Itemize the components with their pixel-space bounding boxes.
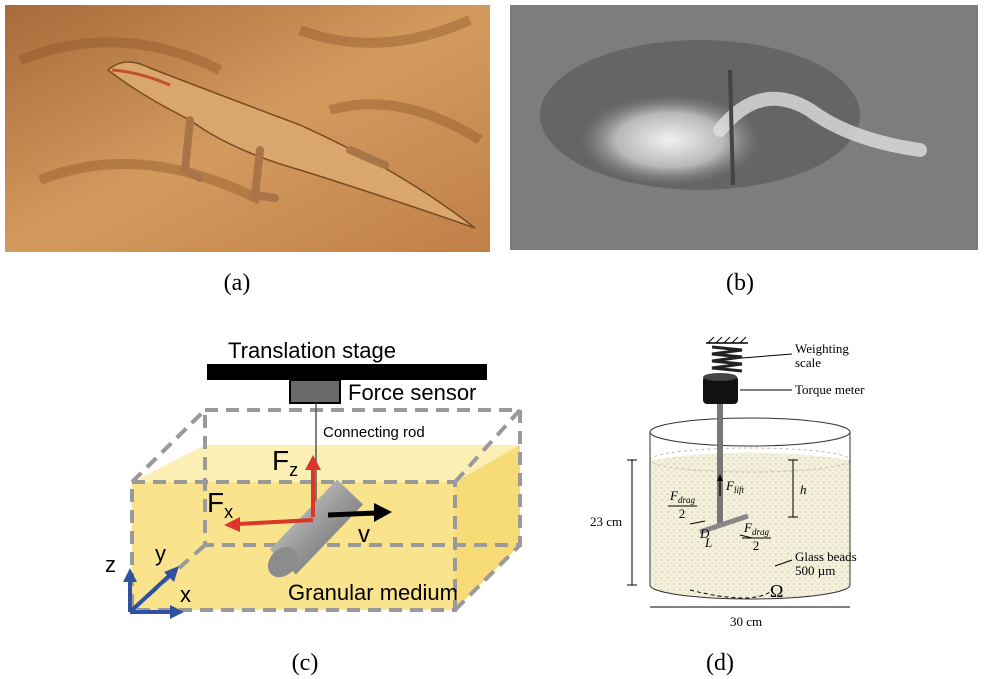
axis-y: y: [155, 541, 166, 566]
subscript: x: [224, 502, 233, 522]
box-edges: [130, 408, 522, 612]
spring: [711, 345, 743, 373]
schematic-torque: [627, 336, 851, 608]
panel-label: (b): [726, 270, 754, 296]
label-depth: 23 cm: [590, 514, 622, 529]
label-l: L: [704, 535, 712, 550]
force-sensor: [289, 379, 341, 404]
label-fz: Fz: [272, 445, 298, 480]
symbol: F: [743, 520, 753, 535]
arrowhead: [717, 474, 723, 481]
sand-ripples: [18, 15, 483, 205]
panel-label: (d): [706, 650, 734, 676]
blade: [699, 513, 749, 535]
container-top: [649, 417, 851, 447]
label-omega: Ω: [770, 581, 783, 601]
torque-meter-top: [703, 373, 737, 381]
lizard-stripe: [111, 68, 171, 87]
rotation-arrow: [689, 589, 771, 599]
subscript: drag: [678, 495, 696, 505]
xray-rod: [728, 69, 735, 186]
label-beads: Glass beads: [795, 549, 857, 564]
lizard-body: [106, 61, 476, 229]
xray-body: [580, 95, 760, 185]
xray-tail: [713, 91, 927, 157]
panel-label: (a): [224, 270, 251, 296]
cylinder-end: [267, 546, 299, 578]
label-drag-den: 2: [753, 538, 760, 553]
box-front: [130, 480, 457, 612]
arrowhead: [170, 605, 184, 619]
label-scale: Weighting: [795, 341, 849, 356]
arrowhead: [374, 503, 392, 522]
label-medium: Granular medium: [288, 580, 458, 605]
label-fx: Fx: [207, 487, 233, 522]
translation-stage: [207, 364, 487, 380]
label-lift: Flift: [725, 478, 744, 495]
medium-top: [132, 445, 520, 482]
lizard-legs: [180, 116, 389, 202]
panel-label: (c): [292, 650, 319, 676]
label-stage: Translation stage: [228, 338, 396, 363]
torque-meter: [703, 376, 738, 404]
label-v: v: [358, 521, 370, 548]
axes-triad: [128, 573, 172, 614]
arrow-fx: [237, 518, 314, 526]
label-h: h: [800, 482, 807, 497]
axis-x: x: [180, 582, 191, 607]
arrowhead: [305, 455, 321, 470]
symbol: F: [272, 445, 289, 476]
subscript: lift: [734, 485, 745, 495]
symbol: F: [725, 478, 735, 493]
schematic-drag: [123, 364, 522, 619]
arrowhead: [123, 568, 137, 582]
container-wall: [649, 432, 851, 600]
label-beads: 500 µm: [795, 563, 835, 578]
bracket-ticks: [627, 459, 798, 586]
symbol: F: [207, 487, 224, 518]
symbol: F: [669, 488, 679, 503]
glass-beads: [650, 452, 850, 599]
box-back: [203, 408, 522, 547]
label-drag-den: 2: [679, 506, 686, 521]
xray-image: [510, 5, 978, 250]
label-scale: scale: [795, 355, 821, 370]
label-drag: Fdrag: [743, 520, 769, 537]
label-width: 30 cm: [730, 614, 762, 629]
subscript: z: [289, 460, 298, 480]
label-sensor: Force sensor: [348, 380, 476, 405]
hatch: [707, 336, 747, 344]
label-d: D: [699, 526, 710, 541]
leaders: [740, 353, 793, 567]
arrow-v: [327, 510, 377, 518]
label-rod: Connecting rod: [323, 424, 425, 441]
axis-z: z: [105, 552, 116, 577]
label-drag: Fdrag: [669, 488, 695, 505]
shaft: [717, 404, 723, 524]
medium-side: [455, 445, 520, 610]
subscript: drag: [752, 527, 770, 537]
photo-lizard: [5, 5, 490, 252]
arrowhead: [164, 566, 179, 582]
label-torque: Torque meter: [795, 382, 865, 397]
arrowhead: [224, 517, 240, 532]
